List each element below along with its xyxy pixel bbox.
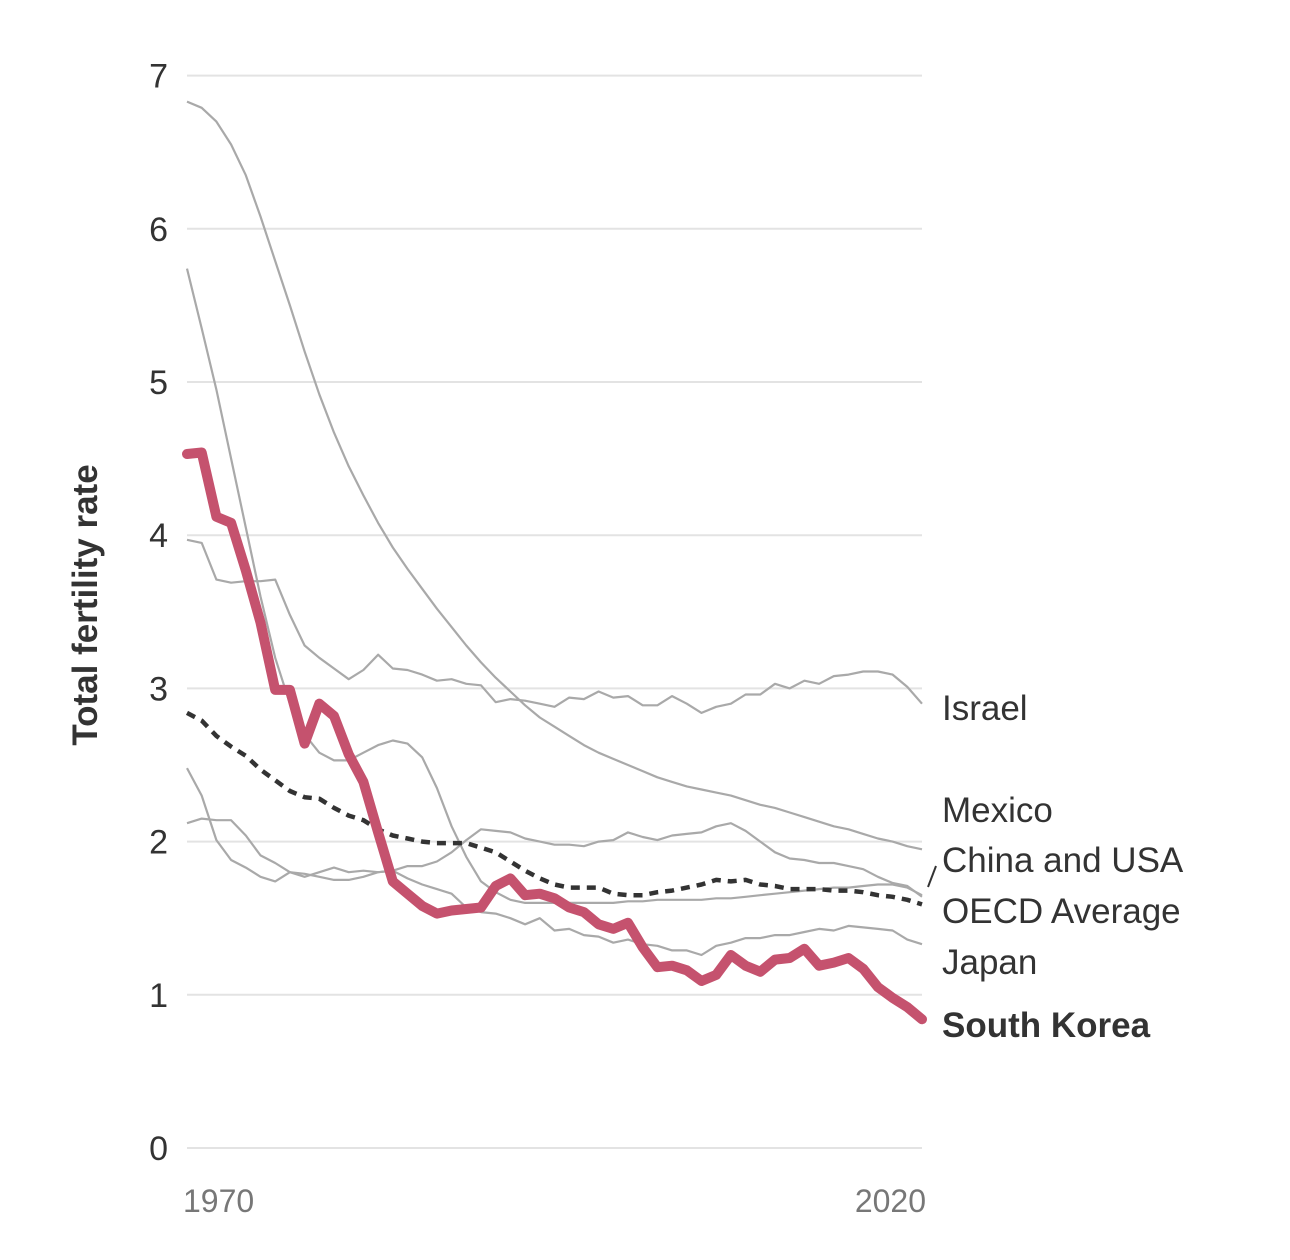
series-line-japan <box>186 767 923 957</box>
y-tick-label-0: 0 <box>149 1130 168 1168</box>
series-line-israel <box>186 538 923 715</box>
gridlines <box>187 74 922 1149</box>
series-line-oecd-average <box>185 710 923 907</box>
y-tick-label-3: 3 <box>149 670 168 708</box>
x-tick-label-end: 2020 <box>855 1183 926 1219</box>
y-tick-label-5: 5 <box>149 364 168 402</box>
end-label-china-and-usa: China and USA <box>942 841 1184 880</box>
y-tick-label-2: 2 <box>149 824 168 862</box>
series-line-mexico <box>186 100 923 851</box>
end-label-south-korea: South Korea <box>942 1006 1151 1045</box>
y-axis-ticks: 0 1 2 3 4 5 6 7 <box>149 58 168 1168</box>
end-label-mexico: Mexico <box>942 791 1053 830</box>
end-label-japan: Japan <box>942 943 1037 982</box>
end-label-israel: Israel <box>942 689 1028 728</box>
series-end-labels: Israel Mexico China and USA OECD Average Jap… <box>942 689 1184 1045</box>
y-tick-label-4: 4 <box>149 517 168 555</box>
series-line-south-korea <box>182 447 927 1025</box>
end-label-oecd-average: OECD Average <box>942 892 1181 931</box>
y-tick-label-1: 1 <box>149 977 168 1015</box>
x-tick-label-start: 1970 <box>183 1183 254 1219</box>
y-axis-label: Total fertility rate <box>66 464 105 745</box>
series-line-china <box>185 268 923 905</box>
y-tick-label-7: 7 <box>149 58 168 96</box>
x-axis-ticks: 1970 2020 <box>183 1183 926 1219</box>
y-tick-label-6: 6 <box>149 211 168 249</box>
series-line-usa <box>186 817 923 898</box>
series-lines <box>182 100 927 1025</box>
china-usa-leader-line <box>927 865 937 888</box>
